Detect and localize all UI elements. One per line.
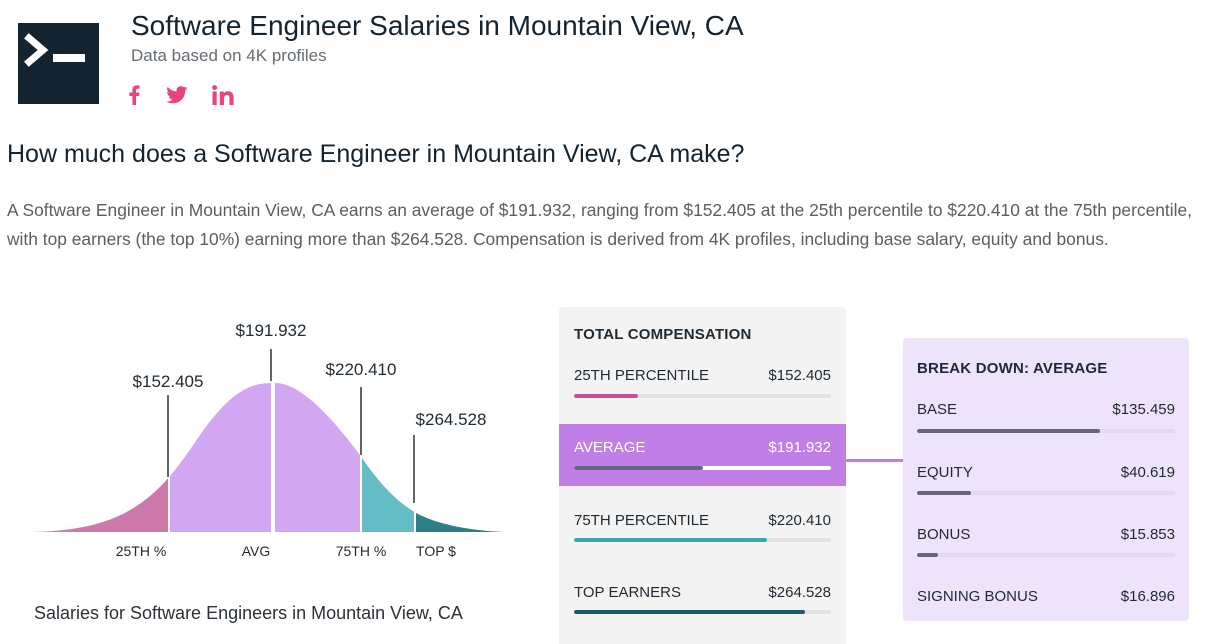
row-value-25th: $152.405 [768,367,831,384]
progress-track-bonus [917,553,1175,557]
tick-label-25th: 25TH % [116,543,167,559]
linkedin-link[interactable] [210,82,236,108]
progress-track-average [574,466,831,470]
progress-fill-base [917,429,1101,433]
chart-caption: Salaries for Software Engineers in Mount… [34,603,463,623]
row-label-75th: 75TH PERCENTILE [574,512,710,529]
logo [18,23,99,104]
row-label-bonus: BONUS [917,526,971,543]
breakdown-panel: BREAK DOWN: AVERAGE BASE $135.459 EQUITY… [903,338,1189,621]
twitter-link[interactable] [164,82,190,108]
row-value-equity: $40.619 [1120,464,1175,481]
band-top [416,383,504,532]
value-label-75th: $220.410 [326,360,397,379]
progress-fill-bonus [917,553,938,557]
band-75th [362,383,414,532]
salary-distribution-chart: $152.405 $191.932 $220.410 $264.528 25TH… [33,321,504,559]
page-title: Software Engineer Salaries in Mountain V… [131,10,744,41]
summary-paragraph: A Software Engineer in Mountain View, CA… [7,200,1192,249]
progress-fill-average [574,466,703,470]
row-value-average: $191.932 [768,439,831,456]
twitter-icon [166,86,188,104]
tick-label-top: TOP $ [416,543,456,559]
row-label-base: BASE [917,401,958,418]
row-value-top: $264.528 [768,584,831,601]
row-value-base: $135.459 [1112,401,1175,418]
progress-fill-equity [917,491,972,495]
progress-fill-top [574,610,806,614]
row-label-top: TOP EARNERS [574,584,681,601]
section-heading: How much does a Software Engineer in Mou… [7,140,745,168]
value-label-25th: $152.405 [133,372,204,391]
value-label-top: $264.528 [416,410,487,429]
breakdown-connector [846,459,903,462]
band-avg-right [275,383,360,532]
terminal-prompt-icon [24,33,85,67]
progress-track-75th [574,538,831,542]
tick-label-75th: 75TH % [336,543,387,559]
row-label-signing-bonus: SIGNING BONUS [917,588,1038,605]
facebook-link[interactable] [124,82,144,108]
progress-fill-25th [574,394,639,398]
linkedin-icon [212,85,234,105]
progress-track-top [574,610,831,614]
total-compensation-title: TOTAL COMPENSATION [574,326,752,343]
progress-fill-75th [574,538,767,542]
row-value-signing-bonus: $16.896 [1120,588,1175,605]
bell-curve [33,383,504,532]
row-value-bonus: $15.853 [1120,526,1175,543]
row-label-equity: EQUITY [917,464,973,481]
row-label-25th: 25TH PERCENTILE [574,367,710,384]
progress-track-base [917,429,1175,433]
average-row-highlight[interactable]: AVERAGE $191.932 [559,424,846,486]
page-subtitle: Data based on 4K profiles [131,46,327,65]
row-value-75th: $220.410 [768,512,831,529]
tick-label-avg: AVG [242,543,271,559]
value-label-avg: $191.932 [236,321,307,340]
band-25th [33,383,168,532]
progress-track-25th [574,394,831,398]
progress-track-equity [917,491,1175,495]
facebook-icon [129,85,140,105]
row-label-average: AVERAGE [574,439,646,456]
breakdown-title: BREAK DOWN: AVERAGE [917,360,1108,377]
band-avg-left [170,383,271,532]
